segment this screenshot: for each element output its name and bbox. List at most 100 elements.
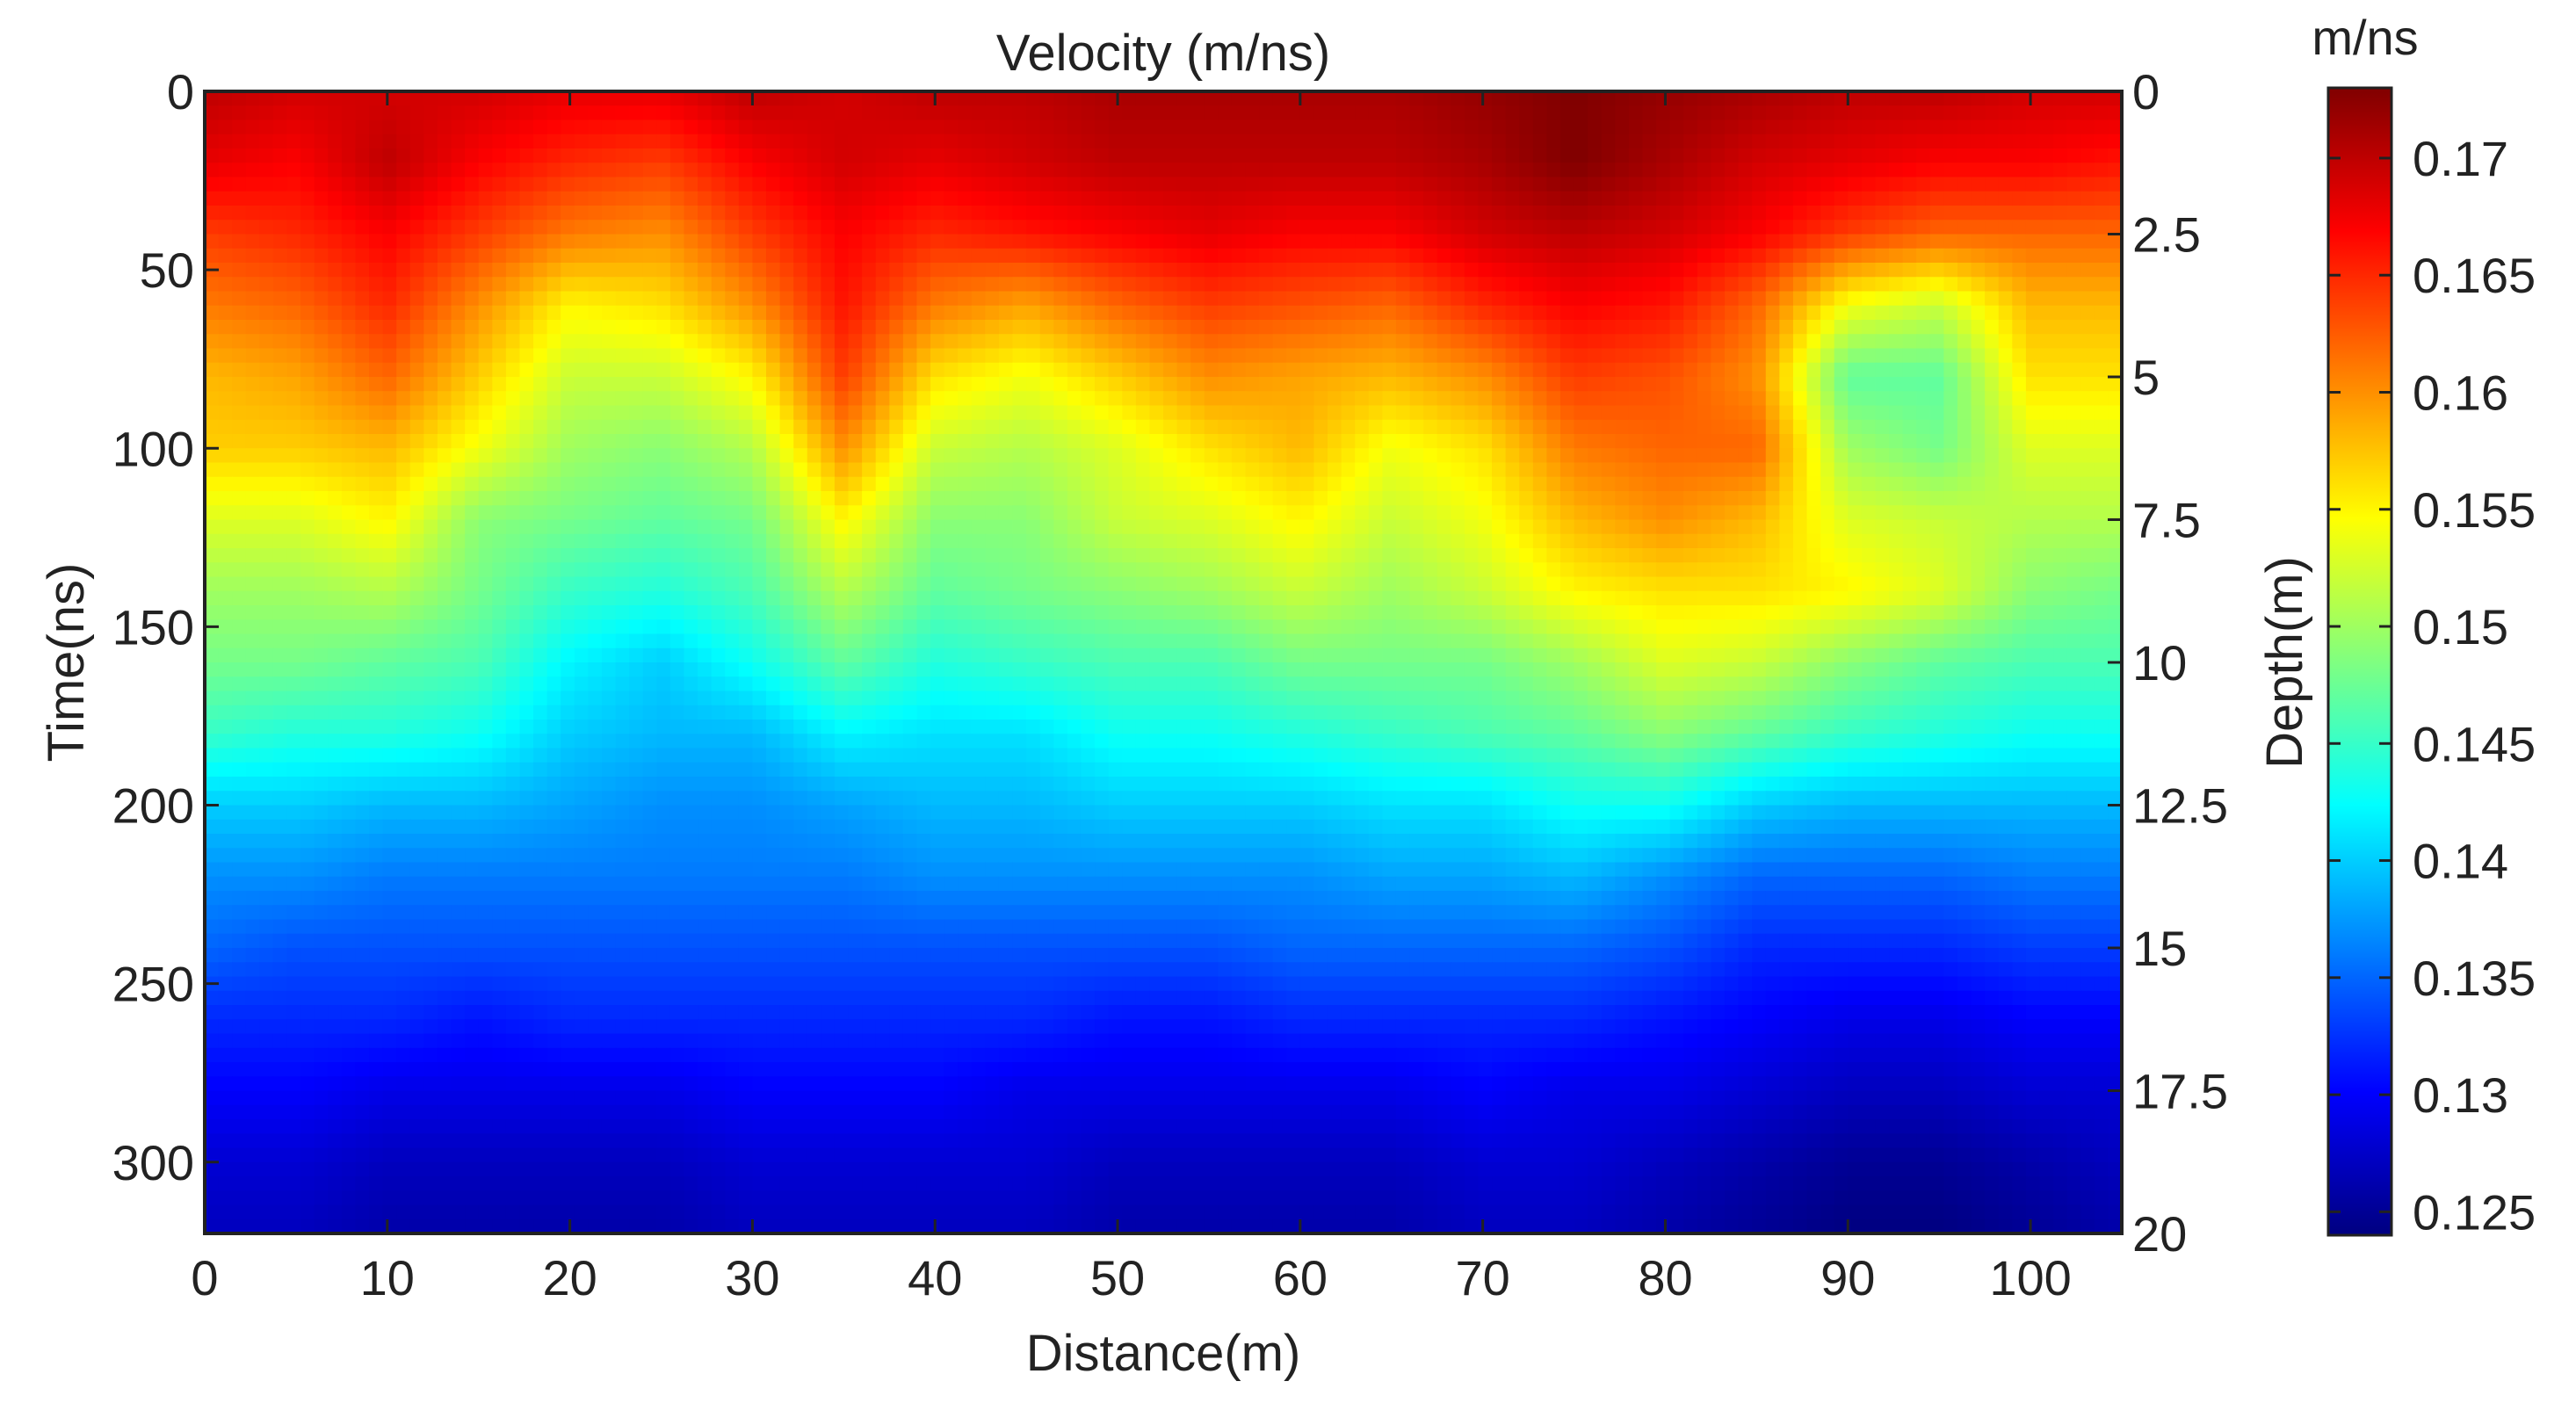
heatmap-cell xyxy=(382,448,397,464)
heatmap-cell xyxy=(2108,248,2122,264)
heatmap-cell xyxy=(2053,448,2068,464)
heatmap-cell xyxy=(1163,191,1178,206)
heatmap-cell xyxy=(889,105,904,121)
heatmap-cell xyxy=(1012,91,1027,107)
heatmap-cell xyxy=(1053,590,1068,606)
heatmap-cell xyxy=(698,462,713,478)
heatmap-cell xyxy=(2025,105,2041,121)
heatmap-cell xyxy=(821,206,836,221)
heatmap-cell xyxy=(588,305,603,321)
heatmap-cell xyxy=(1683,148,1698,164)
heatmap-cell xyxy=(1971,391,1986,407)
heatmap-cell xyxy=(1532,91,1548,107)
heatmap-cell xyxy=(2094,206,2109,221)
heatmap-cell xyxy=(328,91,343,107)
heatmap-cell xyxy=(2108,277,2122,293)
heatmap-cell xyxy=(1546,220,1561,235)
heatmap-cell xyxy=(848,491,863,507)
heatmap-cell xyxy=(642,505,658,521)
heatmap-cell xyxy=(601,476,617,492)
heatmap-cell xyxy=(1204,134,1219,149)
heatmap-cell xyxy=(1492,448,1507,464)
heatmap-cell xyxy=(1532,105,1548,121)
heatmap-cell xyxy=(328,377,343,393)
heatmap-cell xyxy=(1601,305,1617,321)
heatmap-cell xyxy=(561,206,575,221)
heatmap-cell xyxy=(1615,548,1630,564)
heatmap-cell xyxy=(1889,491,1904,507)
heatmap-cell xyxy=(1902,248,1918,264)
heatmap-cell xyxy=(1779,277,1794,293)
heatmap-cell xyxy=(1341,105,1356,121)
heatmap-cell xyxy=(382,548,397,564)
heatmap-cell xyxy=(1355,362,1370,378)
heatmap-cell xyxy=(848,191,863,206)
heatmap-cell xyxy=(1245,177,1260,192)
heatmap-cell xyxy=(725,248,740,264)
heatmap-cell xyxy=(1313,562,1328,578)
heatmap-cell xyxy=(766,163,781,178)
heatmap-cell xyxy=(1053,291,1068,307)
heatmap-cell xyxy=(834,163,850,178)
heatmap-cell xyxy=(546,476,562,492)
heatmap-cell xyxy=(286,163,301,178)
heatmap-cell xyxy=(1218,234,1233,250)
heatmap-cell xyxy=(698,419,713,435)
heatmap-cell xyxy=(1245,505,1260,521)
heatmap-cell xyxy=(561,562,575,578)
heatmap-cell xyxy=(1971,491,1986,507)
heatmap-cell xyxy=(779,434,794,450)
heatmap-cell xyxy=(1108,234,1124,250)
heatmap-cell xyxy=(1889,220,1904,235)
heatmap-cell xyxy=(382,163,397,178)
heatmap-cell xyxy=(1382,291,1397,307)
heatmap-cell xyxy=(1834,134,1849,149)
heatmap-cell xyxy=(1985,263,2000,278)
heatmap-cell xyxy=(286,462,301,478)
heatmap-cell xyxy=(409,562,425,578)
heatmap-cell xyxy=(1834,119,1849,135)
heatmap-cell xyxy=(1628,163,1644,178)
heatmap-cell xyxy=(1012,291,1027,307)
heatmap-cell xyxy=(1916,505,1931,521)
heatmap-cell xyxy=(958,533,973,549)
heatmap-cell xyxy=(2108,419,2122,435)
heatmap-cell xyxy=(341,291,357,307)
heatmap-cell xyxy=(1478,148,1493,164)
heatmap-cell xyxy=(1834,533,1849,549)
heatmap-cell xyxy=(1409,533,1424,549)
heatmap-cell xyxy=(1095,220,1110,235)
heatmap-cell xyxy=(629,348,644,364)
heatmap-cell xyxy=(1355,476,1370,492)
heatmap-cell xyxy=(1149,248,1164,264)
heatmap-cell xyxy=(561,134,575,149)
heatmap-cell xyxy=(533,548,548,564)
heatmap-cell xyxy=(1259,434,1274,450)
heatmap-cell xyxy=(2039,220,2054,235)
heatmap-cell xyxy=(1135,576,1151,592)
heatmap-cell xyxy=(725,206,740,221)
heatmap-cell xyxy=(998,119,1014,135)
heatmap-cell xyxy=(369,291,384,307)
heatmap-cell xyxy=(1806,448,1821,464)
heatmap-cell xyxy=(725,548,740,564)
heatmap-cell xyxy=(1765,576,1781,592)
heatmap-cell xyxy=(1559,533,1575,549)
heatmap-cell xyxy=(1436,576,1452,592)
heatmap-cell xyxy=(1574,419,1588,435)
heatmap-cell xyxy=(1861,320,1877,336)
heatmap-cell xyxy=(629,462,644,478)
heatmap-cell xyxy=(2053,576,2068,592)
heatmap-cell xyxy=(1519,462,1534,478)
heatmap-cell xyxy=(971,320,987,336)
heatmap-cell xyxy=(985,320,1000,336)
heatmap-cell xyxy=(1245,533,1260,549)
heatmap-cell xyxy=(396,191,411,206)
heatmap-cell xyxy=(2094,362,2109,378)
heatmap-cell xyxy=(205,362,220,378)
heatmap-cell xyxy=(862,163,877,178)
heatmap-cell xyxy=(259,405,274,421)
heatmap-cell xyxy=(1436,206,1452,221)
heatmap-cell xyxy=(1122,148,1137,164)
heatmap-cell xyxy=(1889,191,1904,206)
